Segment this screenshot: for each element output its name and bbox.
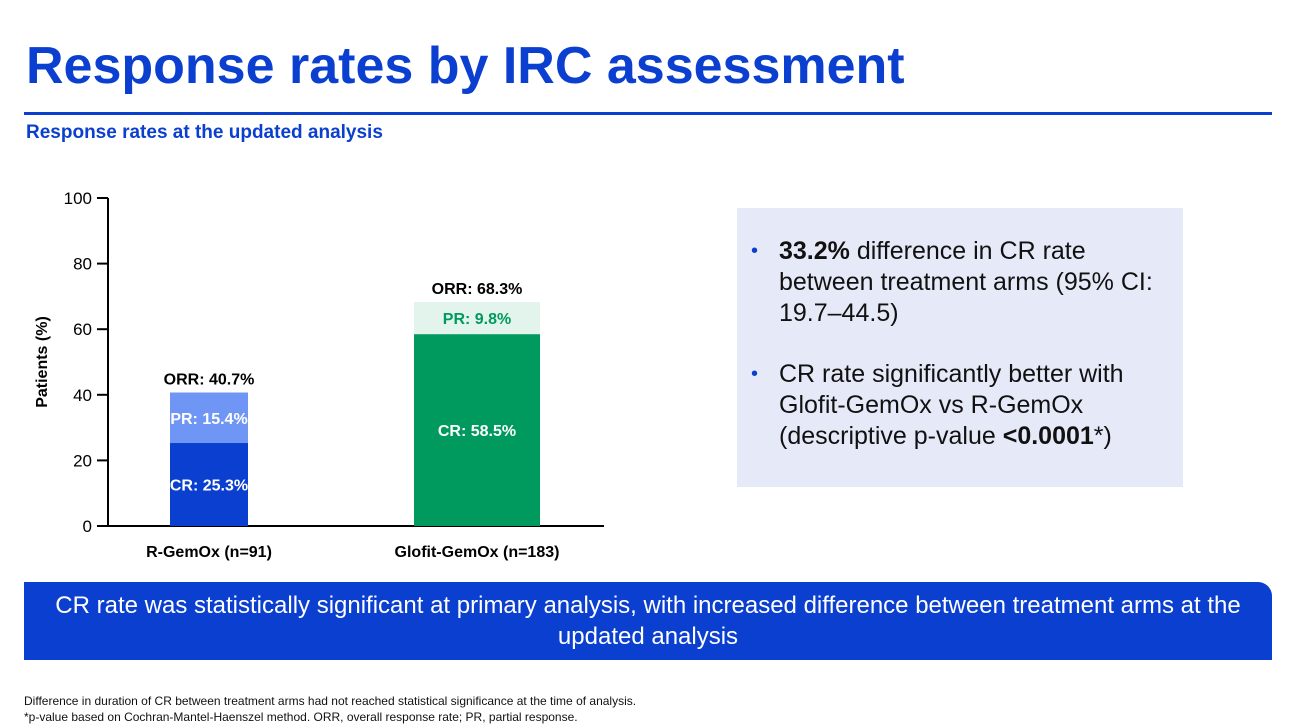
slide-subtitle: Response rates at the updated analysis: [26, 122, 383, 143]
bar-segment-pr: [170, 392, 248, 444]
stacked-bar-chart: 0 20 40 60 80 100 Patients (%) CR: 25.3% PR: 15.…: [34, 189, 604, 561]
finding-text: difference in CR rate between treatment …: [779, 237, 1153, 327]
key-findings-box: • 33.2% difference in CR rate between tre…: [737, 208, 1183, 487]
cr-difference-value: 33.2%: [779, 237, 850, 265]
y-axis-label: Patients (%): [34, 316, 51, 408]
y-tick-label: 80: [73, 255, 92, 274]
y-tick-label: 20: [73, 451, 92, 470]
segment-label: PR: 9.8%: [443, 311, 511, 328]
y-tick-label: 60: [73, 320, 92, 339]
finding-bullet: • 33.2% difference in CR rate between tre…: [751, 237, 1153, 327]
y-tick-label: 0: [83, 517, 92, 536]
finding-tail: *): [1093, 422, 1112, 450]
category-label: R-GemOx (n=91): [146, 544, 272, 561]
y-tick-label: 40: [73, 386, 92, 405]
slide-title: Response rates by IRC assessment: [26, 37, 905, 95]
p-value: <0.0001: [1002, 422, 1094, 450]
y-tick-label: 100: [64, 189, 92, 208]
conclusion-banner: CR rate was statistically significant at…: [24, 582, 1272, 660]
bar-segment-cr: [170, 443, 248, 526]
finding-text: CR rate significantly better with Glofit…: [779, 360, 1124, 450]
bar-segment-pr: [414, 301, 540, 335]
segment-label: PR: 15.4%: [170, 411, 247, 428]
segment-label: CR: 25.3%: [170, 478, 248, 495]
orr-label: ORR: 68.3%: [432, 281, 523, 298]
footnote: *p-value based on Cochran-Mantel-Haensze…: [24, 710, 578, 724]
orr-label: ORR: 40.7%: [164, 372, 255, 389]
bar-segment-cr: [414, 334, 540, 526]
title-divider: [24, 112, 1272, 115]
footnote: Difference in duration of CR between tre…: [24, 694, 637, 708]
segment-label: CR: 58.5%: [438, 423, 516, 440]
finding-bullet: • CR rate significantly better with Glofi…: [751, 360, 1124, 450]
category-label: Glofit-GemOx (n=183): [395, 544, 560, 561]
